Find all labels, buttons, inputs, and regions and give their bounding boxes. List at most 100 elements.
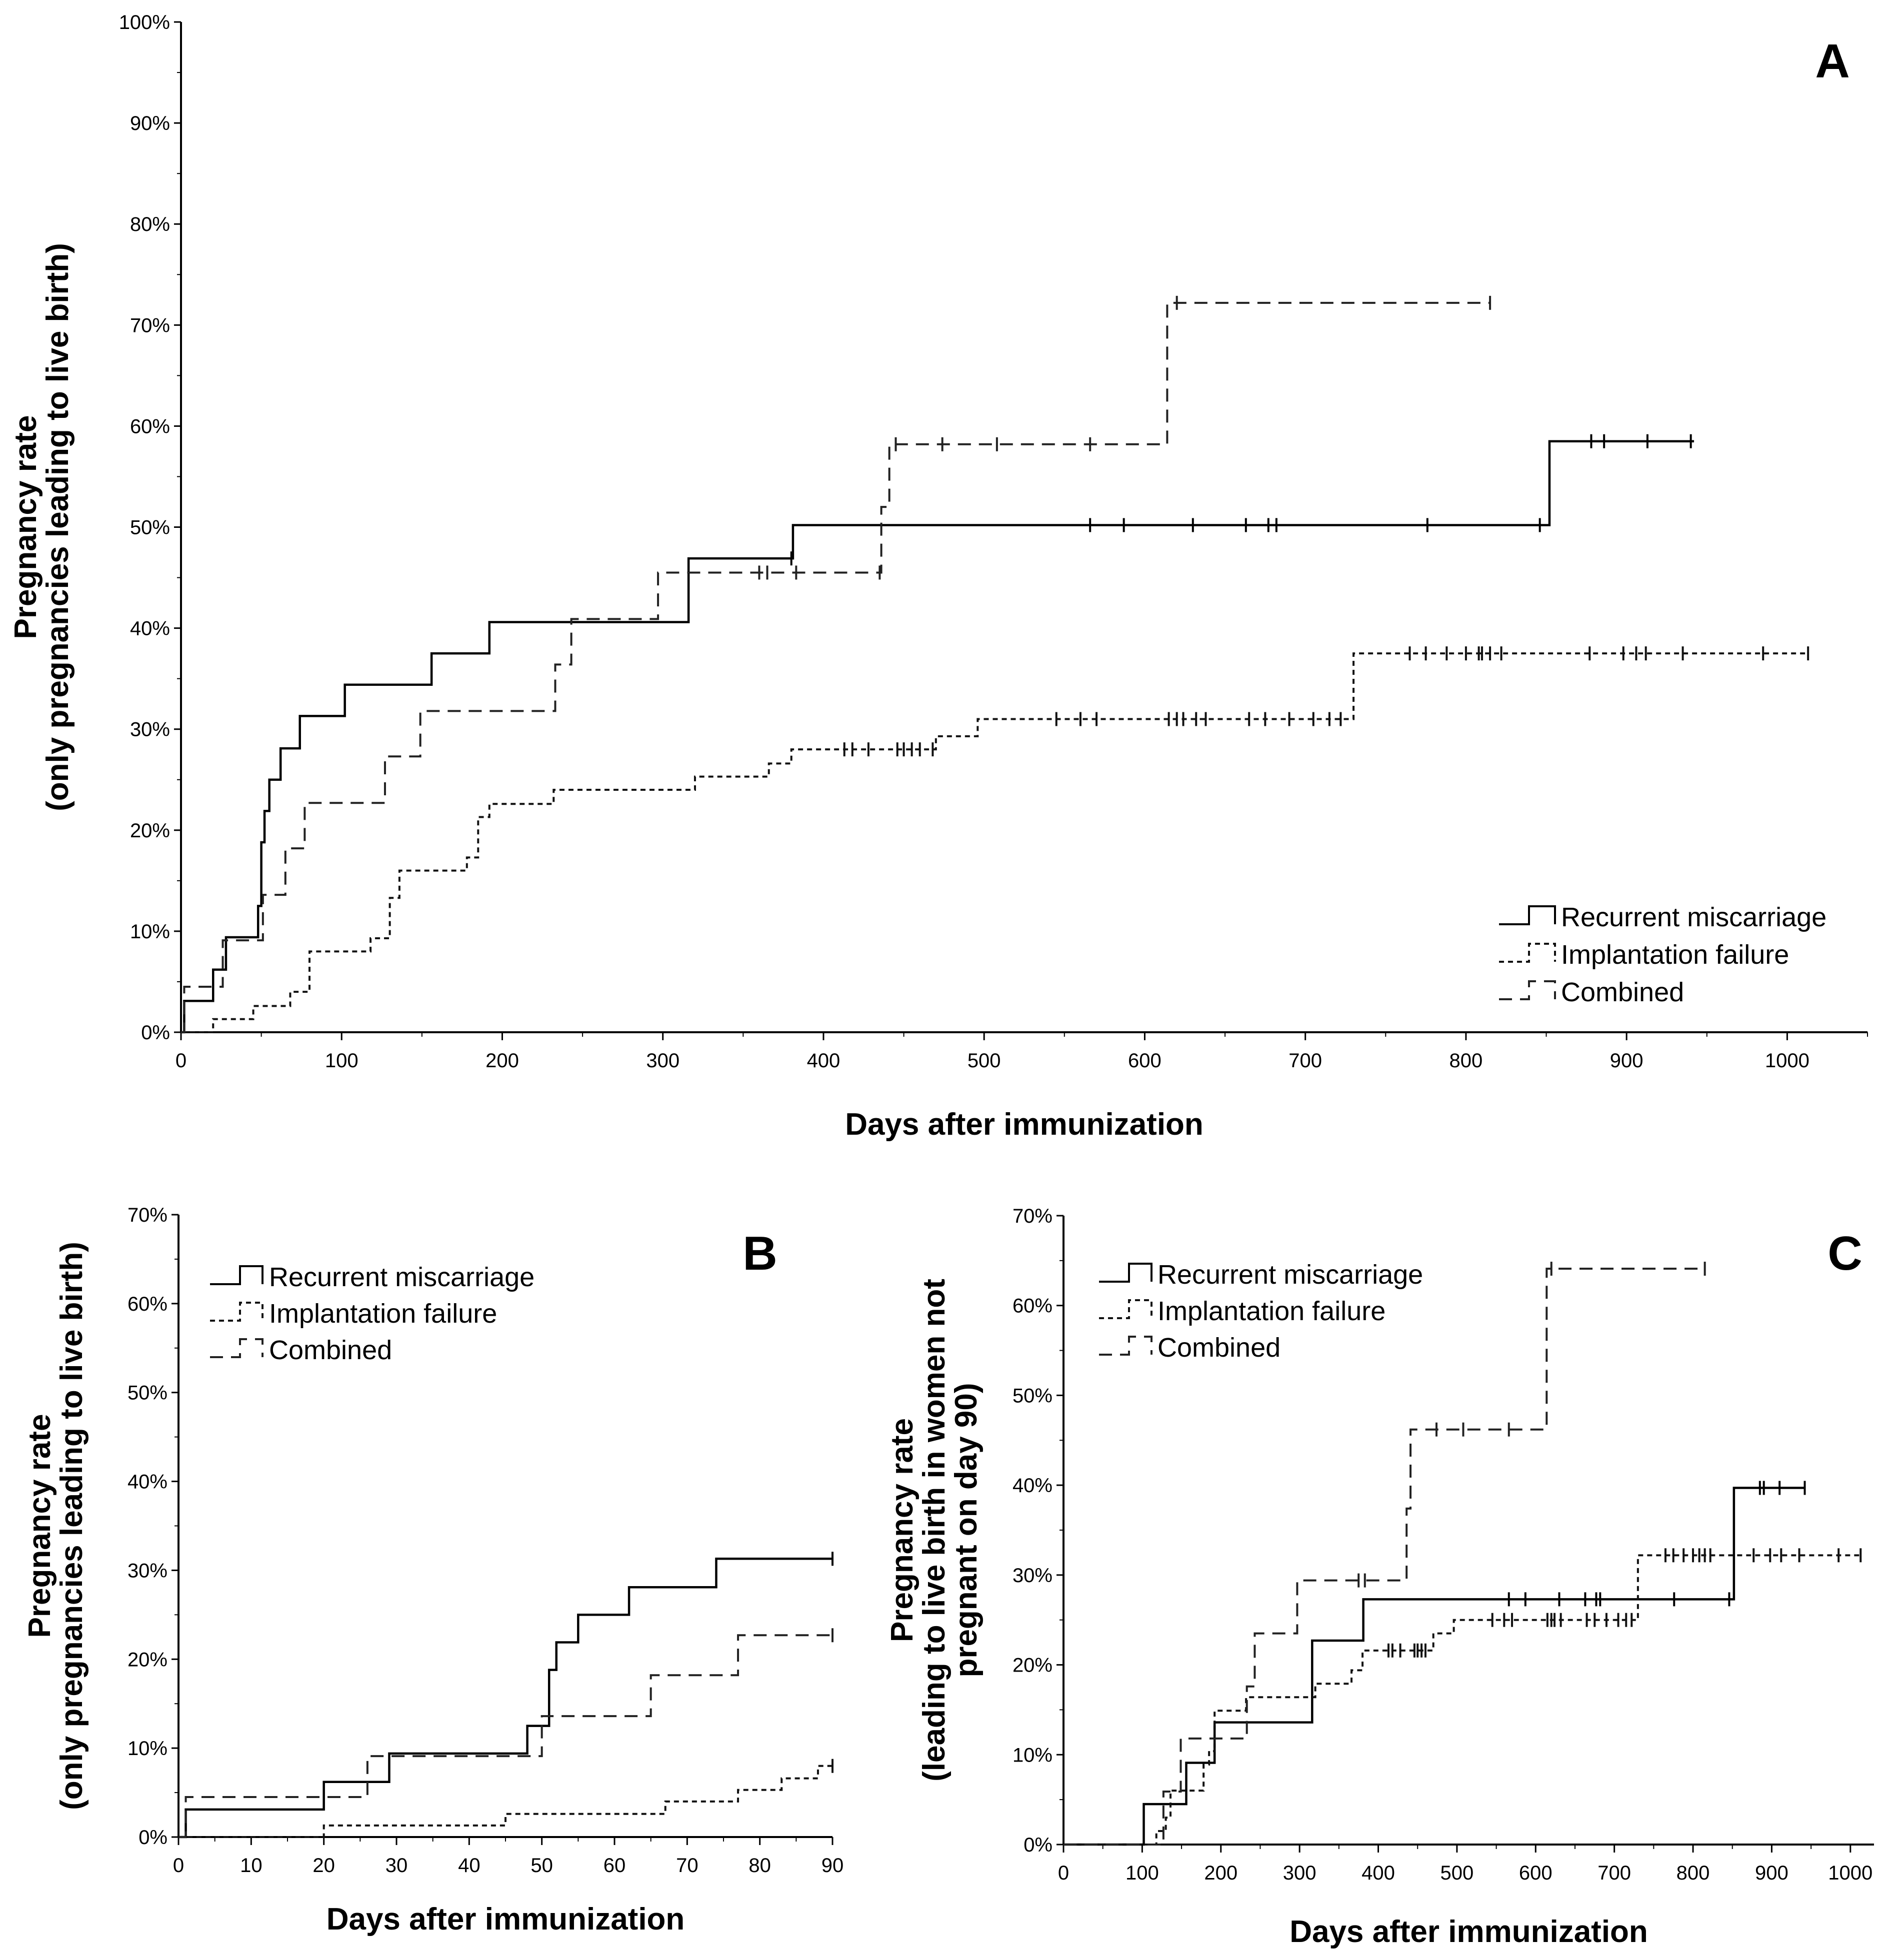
legend-label: Implantation failure (1561, 940, 1789, 970)
y-tick-label: 30% (130, 719, 170, 741)
legend-label: Combined (269, 1335, 392, 1365)
x-tick-label: 1000 (1765, 1050, 1810, 1072)
x-tick-label: 40 (458, 1855, 480, 1877)
x-axis-title: Days after immunization (845, 1107, 1204, 1142)
y-tick-label: 70% (130, 314, 170, 336)
y-tick-label: 40% (130, 618, 170, 640)
chart-panel-b: 0% 10% 20% 30% 40% 50% 60% 70% 0 10 20 30 40 50 60 70 80… (22, 1204, 844, 1937)
chart-panel-c: 0% 10% 20% 30% 40% 50% 60% 70% 0 100 200 300 400 500 6… (885, 1205, 1874, 1949)
y-tick-label: 100% (119, 11, 170, 33)
x-tick-label: 30 (386, 1855, 408, 1877)
legend: Recurrent miscarriage Implantation failur… (1499, 902, 1826, 1007)
y-tick-label: 50% (130, 517, 170, 539)
y-axis-title-line: (only pregnancies leading to live birth) (54, 1242, 89, 1810)
y-tick-label: 10% (128, 1738, 168, 1760)
legend-label: Recurrent miscarriage (269, 1262, 534, 1292)
legend-swatch-dashed (1099, 1336, 1152, 1356)
y-tick-label: 20% (128, 1649, 168, 1671)
y-tick-label: 10% (130, 921, 170, 943)
x-tick-label: 0 (176, 1050, 186, 1072)
x-tick-label: 700 (1598, 1862, 1631, 1884)
legend-swatch-solid (1099, 1263, 1152, 1283)
legend: Recurrent miscarriage Implantation failur… (210, 1262, 534, 1365)
x-axis-title: Days after immunization (326, 1902, 685, 1937)
y-tick-label: 20% (1012, 1655, 1052, 1677)
x-tick-label: 100 (1126, 1862, 1159, 1884)
x-tick-label: 50 (530, 1855, 553, 1877)
y-tick-label: 0% (1024, 1834, 1052, 1856)
legend-label: Implantation failure (1158, 1296, 1386, 1326)
x-tick-label: 60 (604, 1855, 626, 1877)
x-tick-label: 600 (1519, 1862, 1552, 1884)
x-tick-label: 70 (676, 1855, 698, 1877)
series-line-dashed (178, 1634, 832, 1838)
legend-swatch-dotted (1499, 943, 1556, 963)
y-axis-title-line: Pregnancy rate (22, 1414, 57, 1638)
y-tick-label: 40% (1012, 1475, 1052, 1497)
series-line-solid (1064, 1487, 1805, 1846)
legend-swatch-dotted (1099, 1299, 1152, 1319)
x-tick-label: 300 (646, 1050, 680, 1072)
y-tick-label: 30% (1012, 1565, 1052, 1587)
x-tick-label: 900 (1610, 1050, 1644, 1072)
legend-swatch-dashed (210, 1338, 264, 1358)
x-tick-label: 200 (486, 1050, 519, 1072)
y-tick-label: 70% (128, 1204, 168, 1226)
series-line-dashed (181, 301, 1490, 1033)
x-tick-label: 800 (1676, 1862, 1710, 1884)
y-tick-label: 40% (128, 1471, 168, 1493)
legend-label: Combined (1158, 1333, 1280, 1363)
legend-swatch-dashed (1499, 980, 1556, 1000)
x-tick-label: 80 (748, 1855, 771, 1877)
panel-letter: A (1815, 34, 1850, 88)
panel-letter: C (1828, 1227, 1862, 1280)
legend-swatch-solid (1499, 905, 1556, 925)
series-line-solid (178, 1558, 832, 1839)
legend-label: Recurrent miscarriage (1158, 1260, 1423, 1290)
y-tick-label: 80% (130, 213, 170, 235)
x-tick-label: 20 (312, 1855, 335, 1877)
legend-swatch-solid (210, 1265, 264, 1285)
y-tick-label: 50% (128, 1382, 168, 1404)
y-tick-label: 90% (130, 112, 170, 134)
y-axis-title-line: (leading to live birth in women not (917, 1279, 952, 1782)
chart-panel-a: 0% 10% 20% 30% 40% 50% 60% 70% 80% 90% 100% 0 100 200… (8, 11, 1868, 1142)
x-tick-label: 900 (1755, 1862, 1788, 1884)
x-tick-label: 0 (173, 1855, 184, 1877)
y-tick-label: 20% (130, 820, 170, 842)
y-tick-label: 70% (1012, 1205, 1052, 1227)
y-tick-label: 60% (128, 1293, 168, 1315)
y-tick-label: 30% (128, 1560, 168, 1582)
series-line-solid (181, 440, 1694, 1034)
y-axis-title-line: Pregnancy rate (885, 1418, 920, 1642)
legend-label: Combined (1561, 977, 1684, 1007)
y-tick-label: 60% (130, 415, 170, 437)
legend: Recurrent miscarriage Implantation failur… (1099, 1260, 1423, 1363)
x-tick-label: 800 (1450, 1050, 1483, 1072)
x-tick-label: 300 (1283, 1862, 1316, 1884)
y-tick-label: 0% (138, 1827, 168, 1849)
y-tick-label: 0% (141, 1022, 170, 1044)
x-tick-label: 400 (807, 1050, 840, 1072)
x-axis-title: Days after immunization (1290, 1915, 1648, 1949)
x-tick-label: 500 (1440, 1862, 1474, 1884)
y-axis-title-line: pregnant on day 90) (949, 1383, 984, 1677)
series-line-dotted (178, 1765, 832, 1838)
x-tick-label: 1000 (1828, 1862, 1872, 1884)
x-tick-label: 0 (1058, 1862, 1069, 1884)
x-tick-label: 100 (325, 1050, 358, 1072)
x-tick-label: 200 (1204, 1862, 1238, 1884)
x-tick-label: 600 (1128, 1050, 1162, 1072)
y-axis-title-line: (only pregnancies leading to live birth) (40, 243, 75, 811)
legend-label: Recurrent miscarriage (1561, 902, 1826, 932)
x-tick-label: 90 (822, 1855, 844, 1877)
y-axis-title-line: Pregnancy rate (8, 415, 43, 639)
x-tick-label: 700 (1288, 1050, 1322, 1072)
x-tick-label: 10 (240, 1855, 262, 1877)
y-tick-label: 10% (1012, 1744, 1052, 1766)
x-tick-label: 500 (968, 1050, 1001, 1072)
y-tick-label: 60% (1012, 1295, 1052, 1317)
x-tick-label: 400 (1362, 1862, 1395, 1884)
